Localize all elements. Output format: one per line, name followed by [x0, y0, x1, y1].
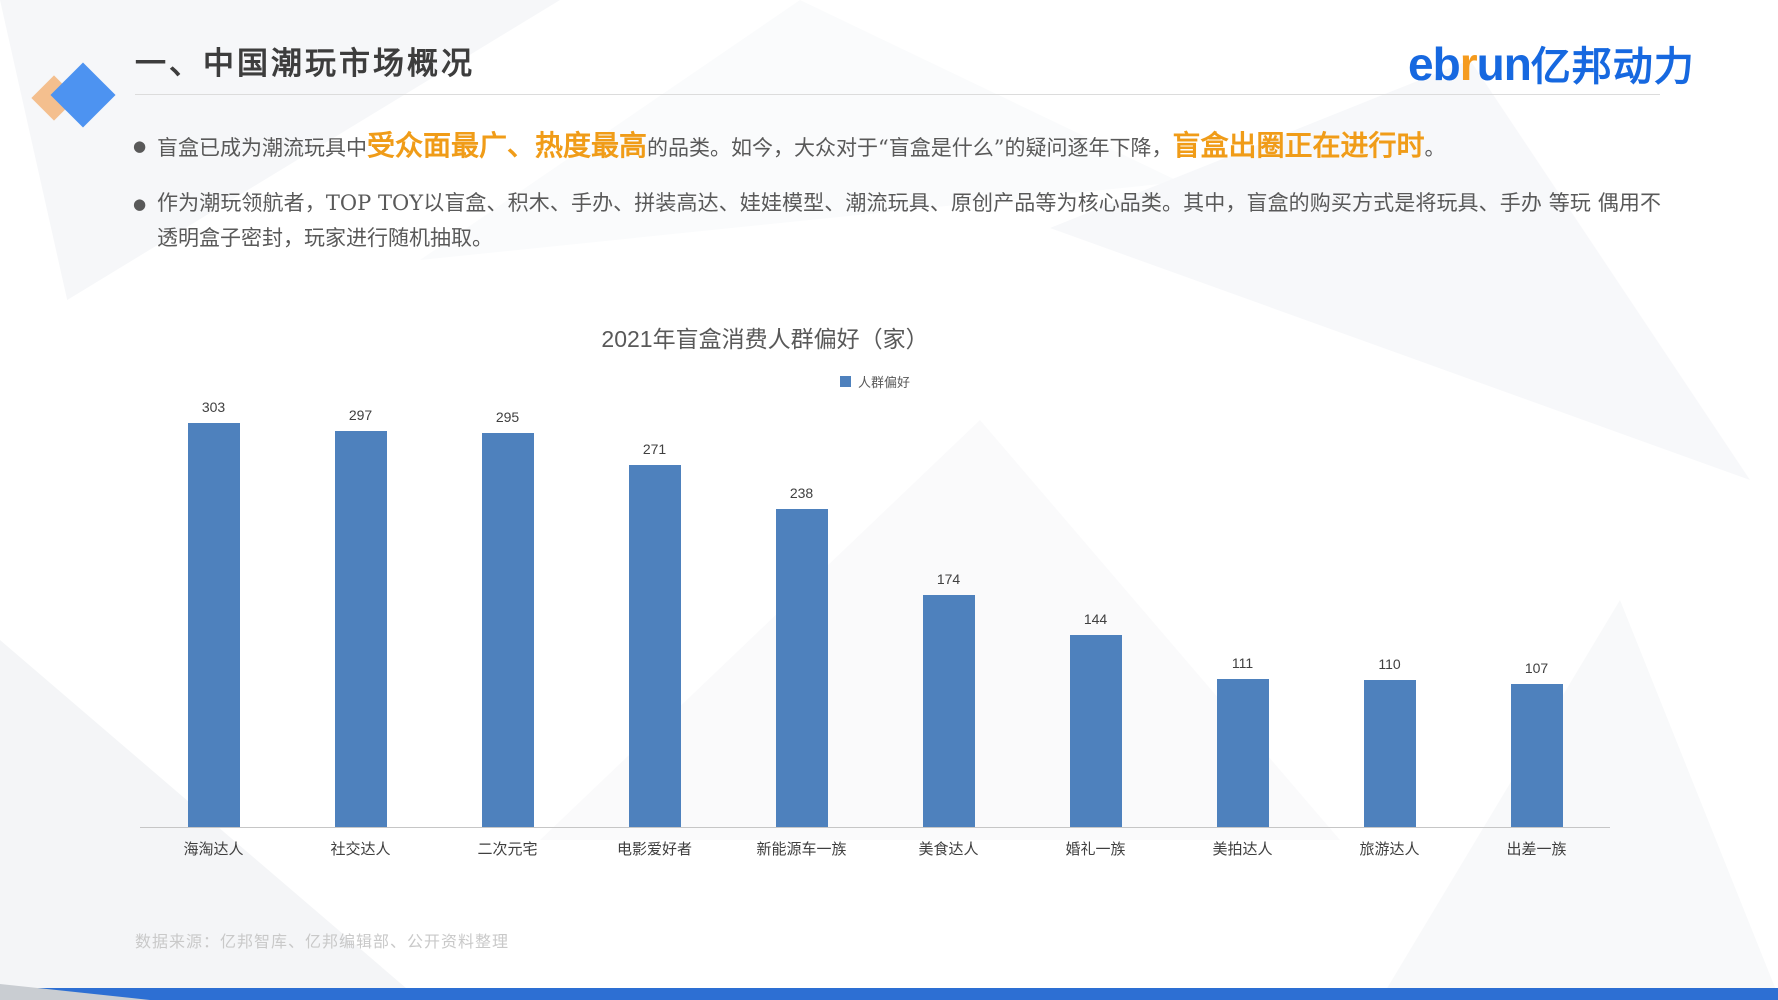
bar — [775, 509, 828, 827]
page-title: 一、中国潮玩市场概况 — [135, 46, 475, 82]
logo-eb: eb — [1408, 38, 1461, 90]
bar-slot: 271 — [581, 400, 728, 827]
chart-x-axis-line — [140, 827, 1610, 828]
category-label: 美拍达人 — [1212, 840, 1273, 858]
ebrun-logo: ebrun亿邦动力 — [1408, 34, 1695, 92]
bullet-list: ● 盲盒已成为潮流玩具中受众面最广、热度最高的品类。如今，大众对于“盲盒是什么”的… — [133, 128, 1661, 276]
bullet-normal-text: 的品类。如今，大众对于“盲盒是什么”的疑问逐年下降， — [647, 136, 1173, 160]
category-label: 二次元宅 — [477, 840, 538, 858]
legend-swatch-icon — [839, 376, 851, 387]
data-source-note: 数据来源：亿邦智库、亿邦编辑部、公开资料整理 — [135, 932, 510, 951]
bullet-item: ● 作为潮玩领航者，TOP TOY以盲盒、积木、手办、拼装高达、娃娃模型、潮流玩具… — [133, 186, 1661, 256]
logo-cn-text: 亿邦动力 — [1530, 45, 1695, 89]
bar — [1510, 684, 1563, 827]
bar-value-label: 297 — [348, 407, 373, 423]
bullet-normal-text: 盲盒已成为潮流玩具中 — [157, 136, 367, 160]
bar-slot: 295 — [434, 400, 581, 827]
bar-slot: 144 — [1022, 400, 1169, 827]
bar-value-label: 238 — [789, 485, 814, 501]
bar — [334, 431, 387, 827]
bar-value-label: 174 — [936, 571, 961, 587]
bullet-normal-text: 。 — [1424, 136, 1446, 160]
bar — [922, 595, 975, 827]
logo-un: un — [1476, 38, 1532, 90]
bullet-normal-text: 作为潮玩领航者，TOP TOY以盲盒、积木、手办、拼装高达、娃娃模型、潮流玩具、… — [157, 191, 1661, 250]
bar-value-label: 303 — [201, 399, 226, 415]
chart-title: 2021年盲盒消费人群偏好（家） — [601, 326, 929, 352]
bar-slot: 297 — [287, 400, 434, 827]
bullet-marker-icon: ● — [133, 195, 147, 213]
category-label: 新能源车一族 — [756, 840, 847, 858]
bullet-highlight-text: 受众面最广、热度最高 — [367, 129, 648, 162]
bottom-accent-bar — [0, 988, 1778, 1000]
category-label: 美食达人 — [918, 840, 979, 858]
bar-value-label: 111 — [1231, 655, 1254, 671]
legend-label: 人群偏好 — [857, 375, 910, 390]
logo-r: r — [1459, 38, 1478, 90]
bar-slot: 110 — [1316, 400, 1463, 827]
chart-categories: 海淘达人 社交达人 二次元宅 电影爱好者 新能源车一族 美食达人 婚礼一族 美拍达人 旅游达人 出… — [140, 838, 1610, 859]
bar — [628, 465, 681, 827]
decor-diamond-blue-icon — [50, 62, 116, 128]
bar-value-label: 107 — [1524, 660, 1549, 676]
bar — [1216, 679, 1269, 827]
bar — [1069, 635, 1122, 827]
bullet-highlight-text: 盲盒出圈正在进行时 — [1172, 129, 1425, 162]
bar-slot: 303 — [140, 399, 287, 827]
category-label: 社交达人 — [330, 840, 391, 858]
bar-value-label: 271 — [642, 441, 667, 457]
category-label: 出差一族 — [1506, 840, 1567, 858]
category-label: 海淘达人 — [183, 840, 244, 858]
bar — [481, 433, 534, 827]
bar-slot: 238 — [728, 400, 875, 827]
category-label: 旅游达人 — [1359, 840, 1420, 858]
bar-value-label: 295 — [495, 409, 520, 425]
category-label: 婚礼一族 — [1065, 840, 1126, 858]
bullet-marker-icon: ● — [133, 137, 147, 155]
category-label: 电影爱好者 — [616, 840, 692, 858]
bar-value-label: 110 — [1378, 656, 1401, 672]
bullet-item: ● 盲盒已成为潮流玩具中受众面最广、热度最高的品类。如今，大众对于“盲盒是什么”的… — [133, 128, 1661, 166]
bullet-text: 盲盒已成为潮流玩具中受众面最广、热度最高的品类。如今，大众对于“盲盒是什么”的疑… — [157, 128, 1661, 166]
header-divider — [135, 94, 1660, 95]
bullet-text: 作为潮玩领航者，TOP TOY以盲盒、积木、手办、拼装高达、娃娃模型、潮流玩具、… — [157, 186, 1661, 256]
bar — [187, 423, 240, 827]
chart-legend: 人群偏好 — [140, 372, 1610, 391]
bar-slot: 174 — [875, 400, 1022, 827]
bar — [1363, 680, 1416, 827]
chart-plot: 303 297 295 271 238 174 144 111 110 107 — [140, 399, 1610, 827]
bar-value-label: 144 — [1083, 611, 1108, 627]
bar-slot: 107 — [1463, 400, 1610, 827]
bar-slot: 111 — [1169, 400, 1316, 827]
